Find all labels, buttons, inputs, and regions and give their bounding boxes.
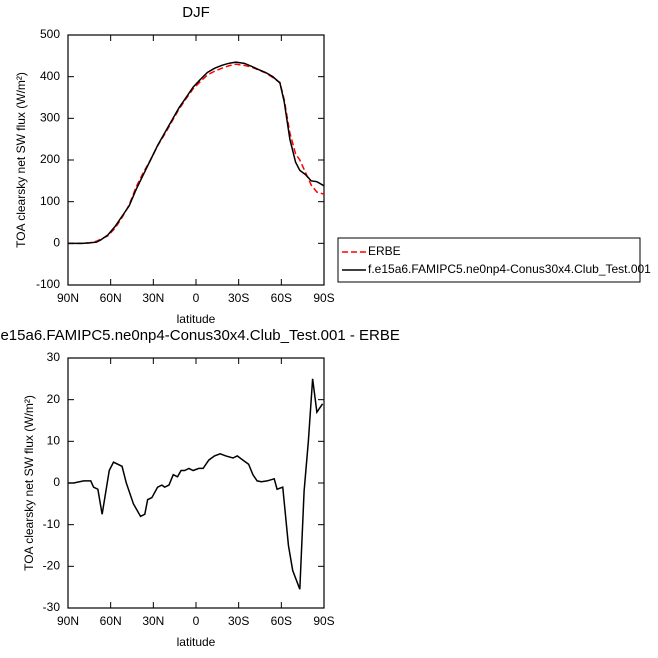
- y-tick-label: 0: [53, 236, 60, 250]
- x-axis-label: latitude: [177, 312, 216, 326]
- legend-label: ERBE: [368, 244, 401, 258]
- y-tick-label: -20: [43, 559, 61, 573]
- chart-title: DJF: [182, 4, 210, 21]
- y-tick-label: 300: [40, 111, 60, 125]
- x-tick-label: 0: [193, 614, 200, 628]
- y-tick-label: 10: [47, 434, 61, 448]
- y-tick-label: 100: [40, 194, 60, 208]
- x-tick-label: 30S: [228, 291, 249, 305]
- x-tick-label: 90S: [313, 614, 334, 628]
- plot-frame: [67, 357, 325, 609]
- x-tick-label: 60N: [100, 291, 122, 305]
- legend-label: f.e15a6.FAMIPC5.ne0np4-Conus30x4.Club_Te…: [368, 262, 651, 276]
- x-tick-label: 60S: [271, 614, 292, 628]
- chart-title: f.e15a6.FAMIPC5.ne0np4-Conus30x4.Club_Te…: [0, 327, 400, 344]
- x-tick-label: 90N: [57, 291, 79, 305]
- plot-frame: [67, 34, 325, 286]
- y-tick-label: 0: [53, 475, 60, 489]
- data-line: [68, 61, 325, 245]
- x-tick-label: 30N: [142, 614, 164, 628]
- data-line: [68, 378, 324, 590]
- y-tick-label: -10: [43, 517, 61, 531]
- data-line: [68, 63, 325, 245]
- y-tick-label: -100: [36, 277, 60, 291]
- x-tick-label: 30S: [228, 614, 249, 628]
- x-axis-label: latitude: [177, 635, 216, 649]
- x-tick-label: 30N: [142, 291, 164, 305]
- x-tick-label: 0: [193, 291, 200, 305]
- x-tick-label: 60S: [271, 291, 292, 305]
- x-tick-label: 90S: [313, 291, 334, 305]
- y-tick-label: 30: [47, 350, 61, 364]
- x-tick-label: 90N: [57, 614, 79, 628]
- y-tick-label: 20: [47, 392, 61, 406]
- y-tick-label: -30: [43, 600, 61, 614]
- legend-box: [337, 237, 641, 283]
- y-tick-label: 200: [40, 152, 60, 166]
- y-axis-label: TOA clearsky net SW flux (W/m²): [14, 72, 28, 248]
- x-tick-label: 60N: [100, 614, 122, 628]
- y-axis-label: TOA clearsky net SW flux (W/m²): [22, 395, 36, 571]
- y-tick-label: 400: [40, 69, 60, 83]
- y-tick-label: 500: [40, 27, 60, 41]
